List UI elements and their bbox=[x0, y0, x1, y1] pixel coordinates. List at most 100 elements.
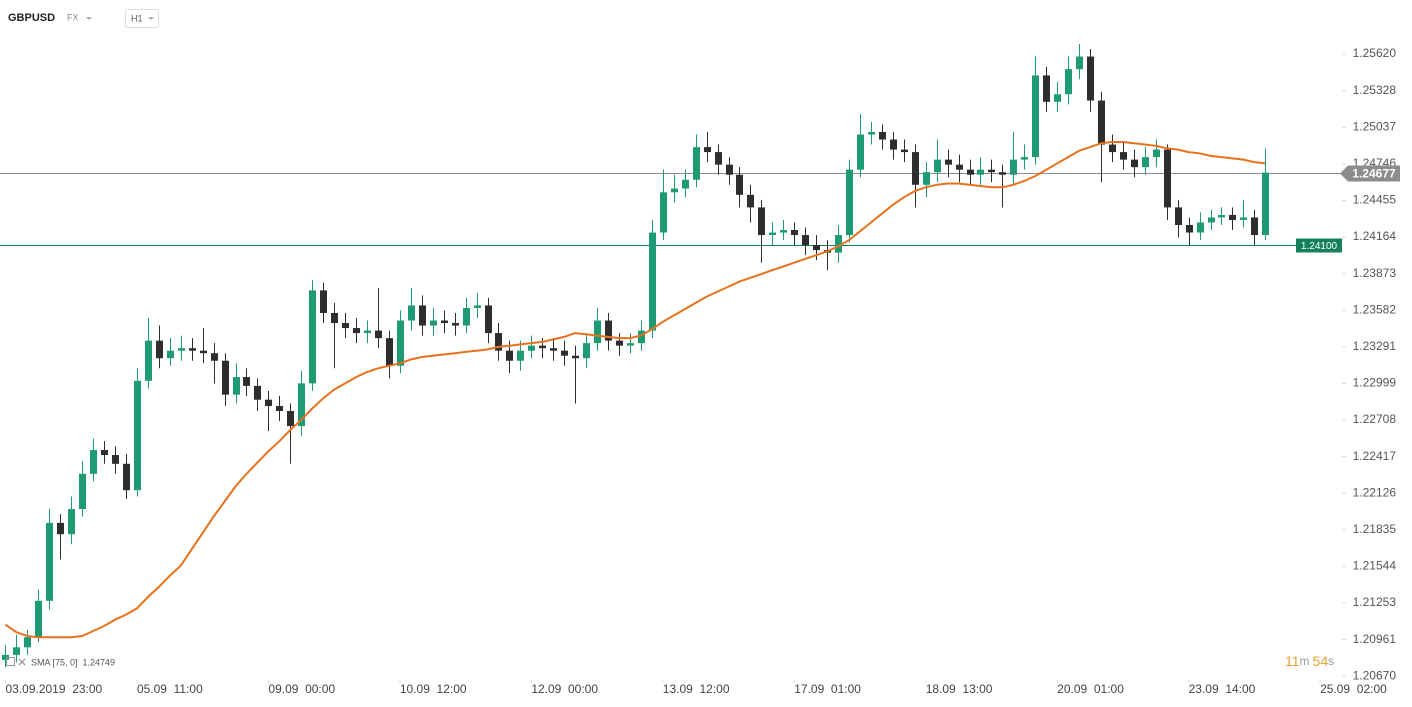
candle-body bbox=[1031, 75, 1040, 158]
candle-body bbox=[670, 188, 679, 193]
y-tick-label: 1.23582 bbox=[1353, 302, 1397, 316]
candle-body bbox=[746, 194, 755, 208]
candle-body bbox=[45, 522, 54, 601]
y-tick-label: 1.20670 bbox=[1353, 668, 1397, 682]
candle-body bbox=[23, 637, 32, 648]
candle-body bbox=[1185, 224, 1194, 233]
candle-body bbox=[615, 340, 624, 346]
candle-body bbox=[12, 647, 21, 655]
candle-body bbox=[1086, 56, 1095, 101]
x-tick-label: 17.09 01:00 bbox=[794, 682, 861, 696]
candle-body bbox=[976, 169, 985, 175]
y-tick-label: 1.23291 bbox=[1353, 339, 1397, 353]
candle-body bbox=[1261, 172, 1270, 236]
candle-body bbox=[451, 323, 460, 326]
toolbar: GBPUSD FX H1 bbox=[8, 9, 159, 28]
y-tick-label: 1.24455 bbox=[1353, 193, 1397, 207]
candle-body bbox=[1020, 157, 1029, 160]
legend-close[interactable] bbox=[18, 658, 26, 666]
candle-body bbox=[692, 147, 701, 180]
y-tick-label: 1.24164 bbox=[1353, 229, 1397, 243]
countdown-seconds: 54 bbox=[1313, 653, 1329, 669]
candle-body bbox=[922, 172, 931, 185]
candle-body bbox=[1239, 217, 1248, 220]
candle-body bbox=[407, 305, 416, 321]
candle-body bbox=[1141, 157, 1150, 168]
price-label: 1.24100 bbox=[1301, 241, 1338, 252]
y-tick-label: 1.23873 bbox=[1353, 266, 1397, 280]
x-tick-label: 03.09.2019 23:00 bbox=[5, 682, 102, 696]
symbol[interactable]: GBPUSD bbox=[8, 12, 55, 24]
x-tick-label: 20.09 01:00 bbox=[1057, 682, 1124, 696]
candle-body bbox=[330, 312, 339, 324]
candle-body bbox=[1042, 75, 1051, 102]
candle-body bbox=[1152, 149, 1161, 158]
candle-body bbox=[1207, 217, 1216, 223]
candle-body bbox=[242, 377, 251, 386]
candle-body bbox=[133, 380, 142, 491]
x-tick-label: 25.09 02:00 bbox=[1320, 682, 1387, 696]
candle-body bbox=[933, 159, 942, 173]
candle-body bbox=[1097, 100, 1106, 145]
x-tick-label: 09.09 00:00 bbox=[268, 682, 335, 696]
candle-body bbox=[1174, 207, 1183, 225]
candle-body bbox=[845, 169, 854, 236]
interval-box[interactable] bbox=[125, 9, 159, 28]
candle-body bbox=[571, 355, 580, 359]
candle-body bbox=[1250, 217, 1259, 236]
candle-body bbox=[735, 174, 744, 195]
candle-body bbox=[1108, 144, 1117, 153]
candle-body bbox=[549, 348, 558, 351]
indicator-legend: SMA [75, 0] 1.24749 bbox=[6, 657, 116, 667]
market[interactable]: FX bbox=[67, 12, 79, 22]
candle-body bbox=[89, 449, 98, 474]
candle-body bbox=[319, 290, 328, 313]
candle-body bbox=[210, 353, 219, 361]
candle-body bbox=[462, 307, 471, 326]
y-tick-label: 1.21835 bbox=[1353, 522, 1397, 536]
candle-body bbox=[1196, 222, 1205, 233]
y-tick-label: 1.22417 bbox=[1353, 449, 1397, 463]
candle-body bbox=[505, 350, 514, 361]
candle-body bbox=[188, 348, 197, 351]
candle-body bbox=[878, 131, 887, 140]
candle-body bbox=[1053, 94, 1062, 102]
candle-body bbox=[757, 207, 766, 236]
candle-body bbox=[560, 350, 569, 356]
dropdown-arrow[interactable] bbox=[86, 17, 92, 20]
candle-body bbox=[221, 360, 230, 395]
interval[interactable]: H1 bbox=[131, 13, 143, 23]
dropdown-arrow[interactable] bbox=[148, 17, 154, 20]
candle-body bbox=[308, 290, 317, 384]
candle-body bbox=[78, 473, 87, 510]
candle-body bbox=[341, 323, 350, 329]
candle-body bbox=[297, 383, 306, 427]
countdown-unit: s bbox=[1328, 654, 1334, 668]
candle-body bbox=[473, 305, 482, 308]
candle-body bbox=[352, 328, 361, 334]
legend-icon[interactable] bbox=[6, 657, 15, 666]
candle-body bbox=[111, 455, 120, 464]
candle-body bbox=[363, 330, 372, 334]
price-label-box bbox=[1296, 238, 1342, 253]
x-tick-label: 23.09 14:00 bbox=[1189, 682, 1256, 696]
candle-body bbox=[1217, 214, 1226, 218]
x-tick-label: 13.09 12:00 bbox=[663, 682, 730, 696]
candle-body bbox=[177, 348, 186, 351]
candle-body bbox=[1163, 149, 1172, 208]
candle-body bbox=[34, 600, 43, 638]
candle-body bbox=[944, 159, 953, 165]
candle-body bbox=[593, 320, 602, 344]
sma-name: SMA [75, 0] bbox=[31, 657, 78, 667]
y-tick-label: 1.25037 bbox=[1353, 119, 1397, 133]
sma-value: 1.24749 bbox=[83, 657, 116, 667]
candle-body bbox=[987, 169, 996, 173]
candle-body bbox=[440, 320, 449, 324]
plot-area: 1.256201.253281.250371.247461.244551.241… bbox=[0, 43, 1400, 696]
candle-body bbox=[374, 330, 383, 339]
candle-body bbox=[955, 164, 964, 170]
candle-body bbox=[779, 230, 788, 233]
candle-body bbox=[1130, 159, 1139, 168]
y-tick-label: 1.20961 bbox=[1353, 632, 1397, 646]
